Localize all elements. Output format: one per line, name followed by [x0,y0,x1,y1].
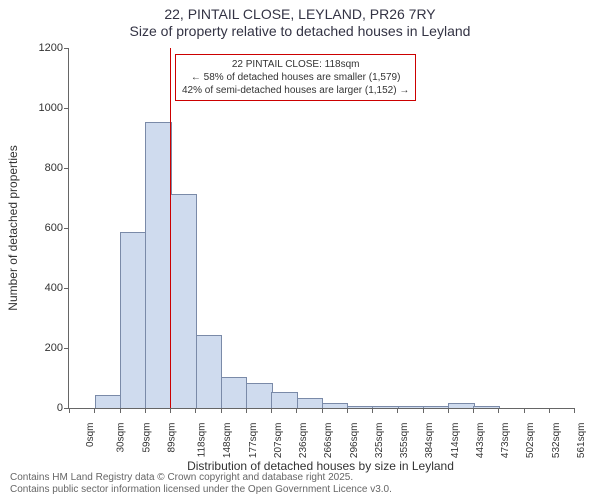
ytick-label: 1200 [23,42,63,54]
chart-area: Number of detached properties 0sqm30sqm5… [68,48,573,408]
annotation-line3: 42% of semi-detached houses are larger (… [182,84,409,97]
xtick-label: 236sqm [298,423,309,459]
xtick-mark [423,408,424,413]
annotation-line2: ← 58% of detached houses are smaller (1,… [182,71,409,84]
xtick-mark [397,408,398,413]
plot-region: 0sqm30sqm59sqm89sqm118sqm148sqm177sqm207… [68,48,574,409]
footer-line2: Contains public sector information licen… [10,484,392,496]
xtick-mark [473,408,474,413]
ytick-mark [64,348,69,349]
histogram-bar [372,406,399,409]
footer-line1: Contains HM Land Registry data © Crown c… [10,472,392,484]
xtick-mark [296,408,297,413]
histogram-bar [170,194,197,408]
histogram-bar [271,392,298,408]
xtick-mark [524,408,525,413]
histogram-bar [120,232,147,409]
x-axis-label: Distribution of detached houses by size … [187,459,454,473]
xtick-label: 502sqm [525,423,536,459]
xtick-mark [69,408,70,413]
ytick-mark [64,288,69,289]
marker-line [170,48,171,408]
xtick-mark [221,408,222,413]
xtick-label: 443sqm [475,423,486,459]
xtick-label: 266sqm [323,423,334,459]
annotation-box: 22 PINTAIL CLOSE: 118sqm← 58% of detache… [175,54,416,101]
histogram-bar [448,403,475,408]
annotation-line1: 22 PINTAIL CLOSE: 118sqm [182,58,409,71]
xtick-label: 118sqm [196,423,207,458]
xtick-mark [271,408,272,413]
xtick-mark [246,408,247,413]
xtick-label: 325sqm [374,423,385,459]
ytick-mark [64,108,69,109]
xtick-label: 89sqm [166,423,177,453]
ytick-mark [64,48,69,49]
xtick-mark [498,408,499,413]
histogram-bar [221,377,248,408]
xtick-mark [372,408,373,413]
histogram-bar [322,403,349,409]
histogram-bar [423,406,450,408]
xtick-label: 384sqm [424,423,435,459]
ytick-label: 600 [23,222,63,234]
xtick-label: 532sqm [551,423,562,459]
ytick-label: 800 [23,162,63,174]
xtick-label: 561sqm [576,423,587,459]
ytick-label: 0 [23,402,63,414]
histogram-bar [95,395,122,408]
histogram-bar [145,122,172,408]
xtick-mark [448,408,449,413]
xtick-label: 296sqm [349,423,360,459]
xtick-label: 59sqm [141,423,152,453]
histogram-bar [297,398,324,408]
xtick-mark [94,408,95,413]
histogram-bar [398,406,425,409]
xtick-mark [574,408,575,413]
ytick-label: 200 [23,342,63,354]
xtick-mark [549,408,550,413]
ytick-label: 400 [23,282,63,294]
ytick-label: 1000 [23,102,63,114]
histogram-bar [473,406,500,408]
xtick-label: 30sqm [116,423,127,453]
title-subtitle: Size of property relative to detached ho… [0,22,600,39]
footer-attribution: Contains HM Land Registry data © Crown c… [10,472,392,496]
xtick-label: 177sqm [248,423,259,459]
xtick-label: 473sqm [500,423,511,459]
ytick-mark [64,228,69,229]
xtick-mark [170,408,171,413]
histogram-bar [196,335,223,408]
title-address: 22, PINTAIL CLOSE, LEYLAND, PR26 7RY [0,0,600,22]
y-axis-label: Number of detached properties [6,128,20,328]
chart-container: 22, PINTAIL CLOSE, LEYLAND, PR26 7RY Siz… [0,0,600,500]
xtick-mark [145,408,146,413]
xtick-label: 148sqm [222,423,233,459]
xtick-label: 414sqm [450,423,461,459]
xtick-label: 355sqm [399,423,410,459]
xtick-label: 207sqm [273,423,284,459]
ytick-mark [64,168,69,169]
xtick-mark [322,408,323,413]
xtick-mark [195,408,196,413]
xtick-label: 0sqm [85,423,96,447]
xtick-mark [347,408,348,413]
histogram-bar [347,406,374,409]
xtick-mark [120,408,121,413]
histogram-bar [246,383,273,408]
